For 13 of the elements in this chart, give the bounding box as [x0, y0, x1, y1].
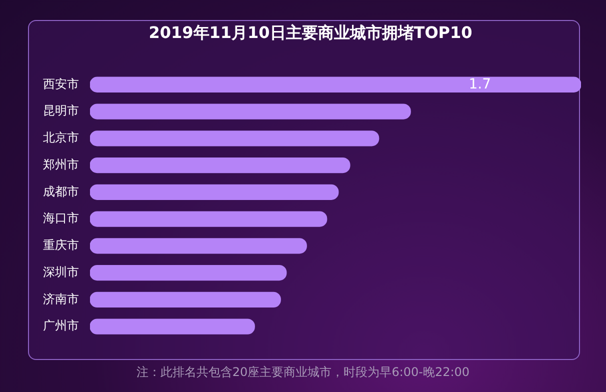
data-label: 1.7: [468, 76, 491, 92]
y-tick-label: 济南市: [43, 292, 79, 306]
y-tick-label: 海口市: [43, 211, 79, 226]
y-tick-label: 昆明市: [43, 104, 79, 118]
y-tick-label: 重庆市: [43, 238, 79, 252]
y-tick-label: 西安市: [43, 76, 79, 91]
y-tick-label: 成都市: [43, 184, 79, 198]
y-tick-label: 北京市: [43, 130, 79, 145]
y-tick-label: 深圳市: [43, 264, 79, 279]
text: 注：此排名共包含20座主要商业城市，时段为早6:00-晚22:00: [135, 364, 471, 381]
y-tick-label: 郑州市: [43, 157, 79, 172]
y-tick-label: 广州市: [43, 318, 79, 333]
chart-title: 2019年11月10日主要商业城市拥堵TOP10: [148, 22, 472, 42]
